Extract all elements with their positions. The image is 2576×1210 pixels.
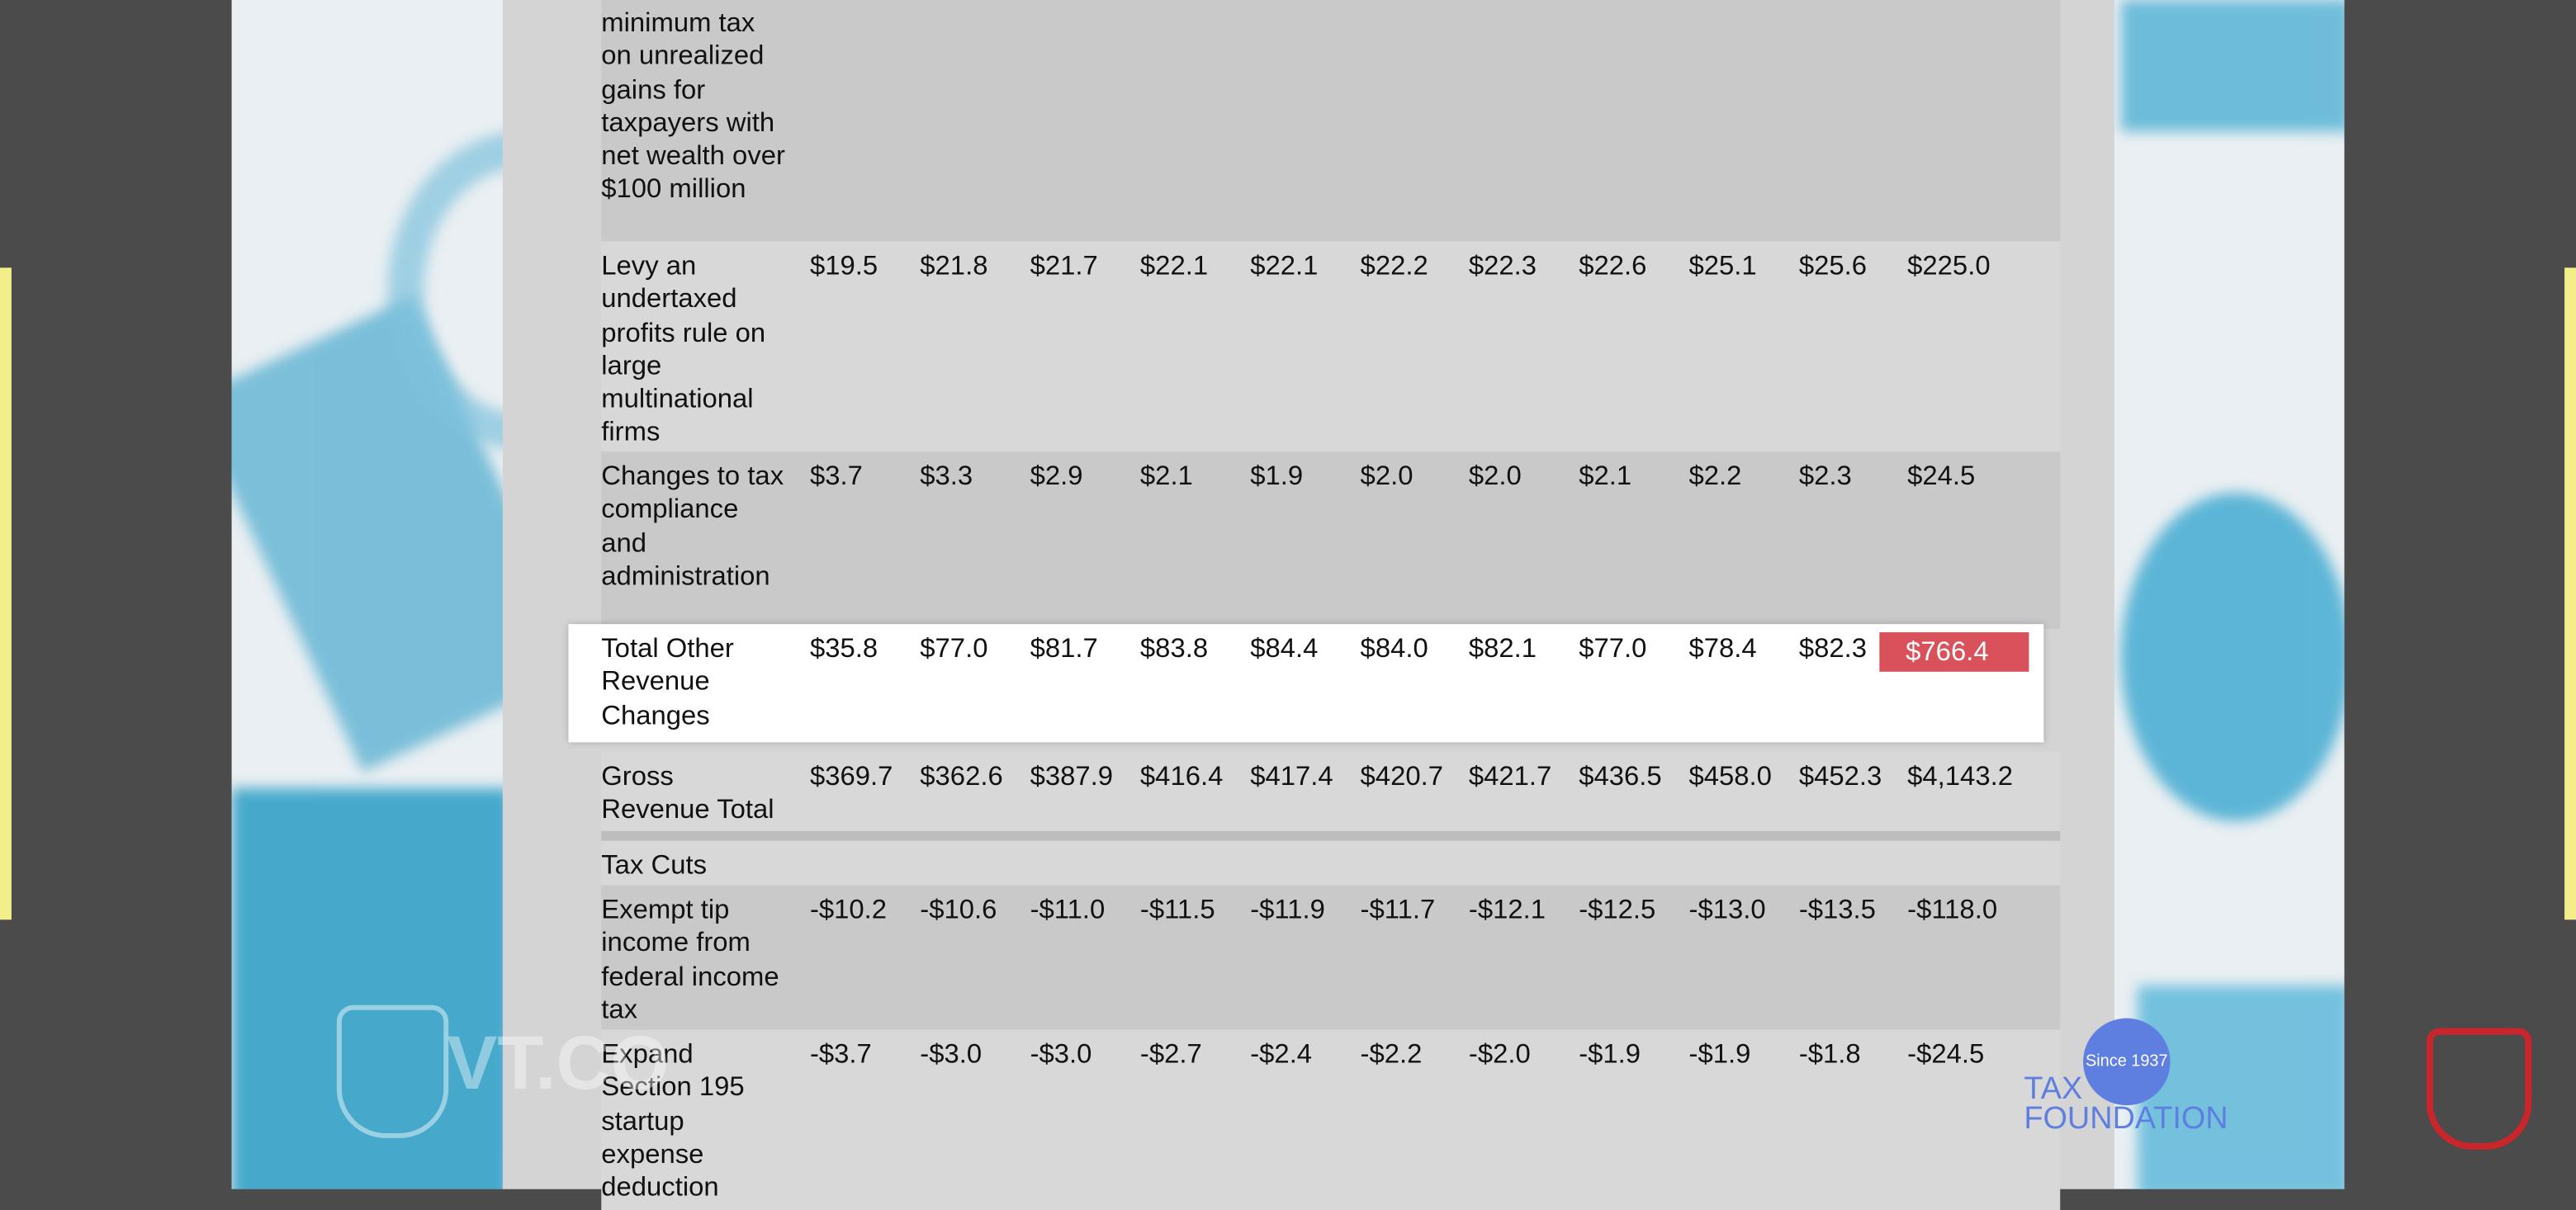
value-cell: $22.3 (1468, 251, 1537, 281)
row-label: Gross Revenue Total (601, 762, 774, 825)
value-cell: -$11.0 (1030, 895, 1106, 925)
value-cell: -$12.5 (1579, 895, 1656, 925)
lion-shield (2426, 1028, 2532, 1150)
table-row: Expand Section 195 startup expense deduc… (601, 1029, 2061, 1210)
table-row: Tax Cuts (601, 840, 2061, 886)
value-cell: $4,143.2 (1907, 762, 2013, 792)
side-bar (0, 267, 12, 920)
value-cell: -$2.2 (1360, 1039, 1423, 1070)
table-row: Levy an undertaxed profits rule on large… (601, 241, 2061, 452)
value-cell: $3.7 (809, 461, 863, 491)
side-bar (2564, 267, 2576, 920)
value-cell: -$118.0 (1907, 895, 1998, 925)
value-cell: $436.5 (1579, 762, 1662, 792)
value-cell: $3.3 (920, 461, 973, 491)
value-cell: $82.3 (1798, 634, 1868, 664)
value-cell: $35.8 (809, 634, 878, 664)
value-cell: $417.4 (1250, 762, 1333, 792)
value-cell: $420.7 (1360, 762, 1443, 792)
value-cell: $2.1 (1579, 461, 1632, 491)
value-cell: $2.2 (1688, 461, 1742, 491)
value-cell: -$11.7 (1360, 895, 1436, 925)
table-row: Changes to tax compliance and administra… (601, 451, 2061, 630)
value-cell: -$13.0 (1688, 895, 1766, 925)
value-cell: $77.0 (1579, 634, 1647, 664)
table-row: Gross Revenue Total $369.7 $362.6 $387.9 $41… (601, 752, 2061, 831)
value-cell: $362.6 (920, 762, 1003, 792)
value-cell: $2.9 (1030, 461, 1083, 491)
value-cell: $2.3 (1798, 461, 1852, 491)
value-cell: -$11.9 (1250, 895, 1325, 925)
value-cell: $387.9 (1030, 762, 1114, 792)
value-cell: $458.0 (1688, 762, 1772, 792)
row-label: Changes to tax compliance and administra… (601, 461, 784, 592)
value-cell: $84.0 (1360, 634, 1428, 664)
table-row: Total Other Revenue Changes $35.8 $77.0 $81… (568, 624, 2044, 743)
brand: TAX FOUNDATION (2024, 1072, 2228, 1137)
value-cell: $421.7 (1468, 762, 1552, 792)
value-cell: -$1.9 (1688, 1039, 1751, 1070)
value-cell: $1.9 (1250, 461, 1304, 491)
value-cell: $77.0 (920, 634, 988, 664)
value-cell: $452.3 (1798, 762, 1882, 792)
value-cell: -$3.0 (1030, 1039, 1092, 1070)
value-cell: $22.2 (1360, 251, 1428, 281)
value-cell: $22.1 (1139, 251, 1209, 281)
value-cell: $19.5 (809, 251, 878, 281)
badge: Since 1937 (2083, 1018, 2171, 1106)
value-cell: -$1.8 (1798, 1039, 1861, 1070)
value-cell: $766.4 (1879, 632, 2029, 672)
value-cell: $2.0 (1360, 461, 1413, 491)
value-cell: -$12.1 (1468, 895, 1546, 925)
value-cell: -$10.6 (920, 895, 997, 925)
value-cell: $21.8 (920, 251, 988, 281)
separator (601, 830, 2061, 841)
value-cell: -$3.0 (920, 1039, 983, 1070)
watermark-text: VT.CO (447, 1019, 670, 1106)
value-cell: $83.8 (1139, 634, 1209, 664)
value-cell: -$2.4 (1250, 1039, 1313, 1070)
value-cell: $22.1 (1250, 251, 1319, 281)
value-cell: $25.1 (1688, 251, 1757, 281)
row-label: Exempt tip income from federal income ta… (601, 895, 779, 1025)
value-cell: $225.0 (1907, 251, 1991, 281)
value-cell: -$13.5 (1798, 895, 1876, 925)
row-label: Levy an undertaxed profits rule on large… (601, 251, 766, 448)
value-cell: -$1.9 (1579, 1039, 1641, 1070)
row-label: Tax Cuts (601, 850, 707, 881)
value-cell: $369.7 (809, 762, 893, 792)
row-label: minimum tax on unrealized gains for taxp… (601, 7, 785, 205)
value-cell: $2.1 (1139, 461, 1193, 491)
value-cell: $84.4 (1250, 634, 1319, 664)
logo-shield (336, 1004, 449, 1138)
value-cell: $25.6 (1798, 251, 1868, 281)
value-cell: $22.6 (1579, 251, 1647, 281)
value-cell: $82.1 (1468, 634, 1537, 664)
row-label: Total Other Revenue Changes (601, 634, 734, 730)
table-row: Exempt tip income from federal income ta… (601, 885, 2061, 1030)
value-cell: -$2.0 (1468, 1039, 1531, 1070)
brand-line: TAX (2024, 1072, 2083, 1108)
value-cell: $24.5 (1907, 461, 1976, 491)
brand-line: FOUNDATION (2024, 1102, 2228, 1137)
value-cell: -$3.7 (809, 1039, 872, 1070)
value-cell: $2.0 (1468, 461, 1522, 491)
value-cell: $416.4 (1139, 762, 1224, 792)
value-cell: $21.7 (1030, 251, 1098, 281)
value-cell: $81.7 (1030, 634, 1098, 664)
value-cell: $78.4 (1688, 634, 1757, 664)
value-cell: -$11.5 (1139, 895, 1215, 925)
value-cell: -$2.7 (1139, 1039, 1202, 1070)
value-cell: -$24.5 (1907, 1039, 1985, 1070)
value-cell: -$10.2 (809, 895, 888, 925)
table-row: minimum tax on unrealized gains for taxp… (601, 0, 2061, 242)
